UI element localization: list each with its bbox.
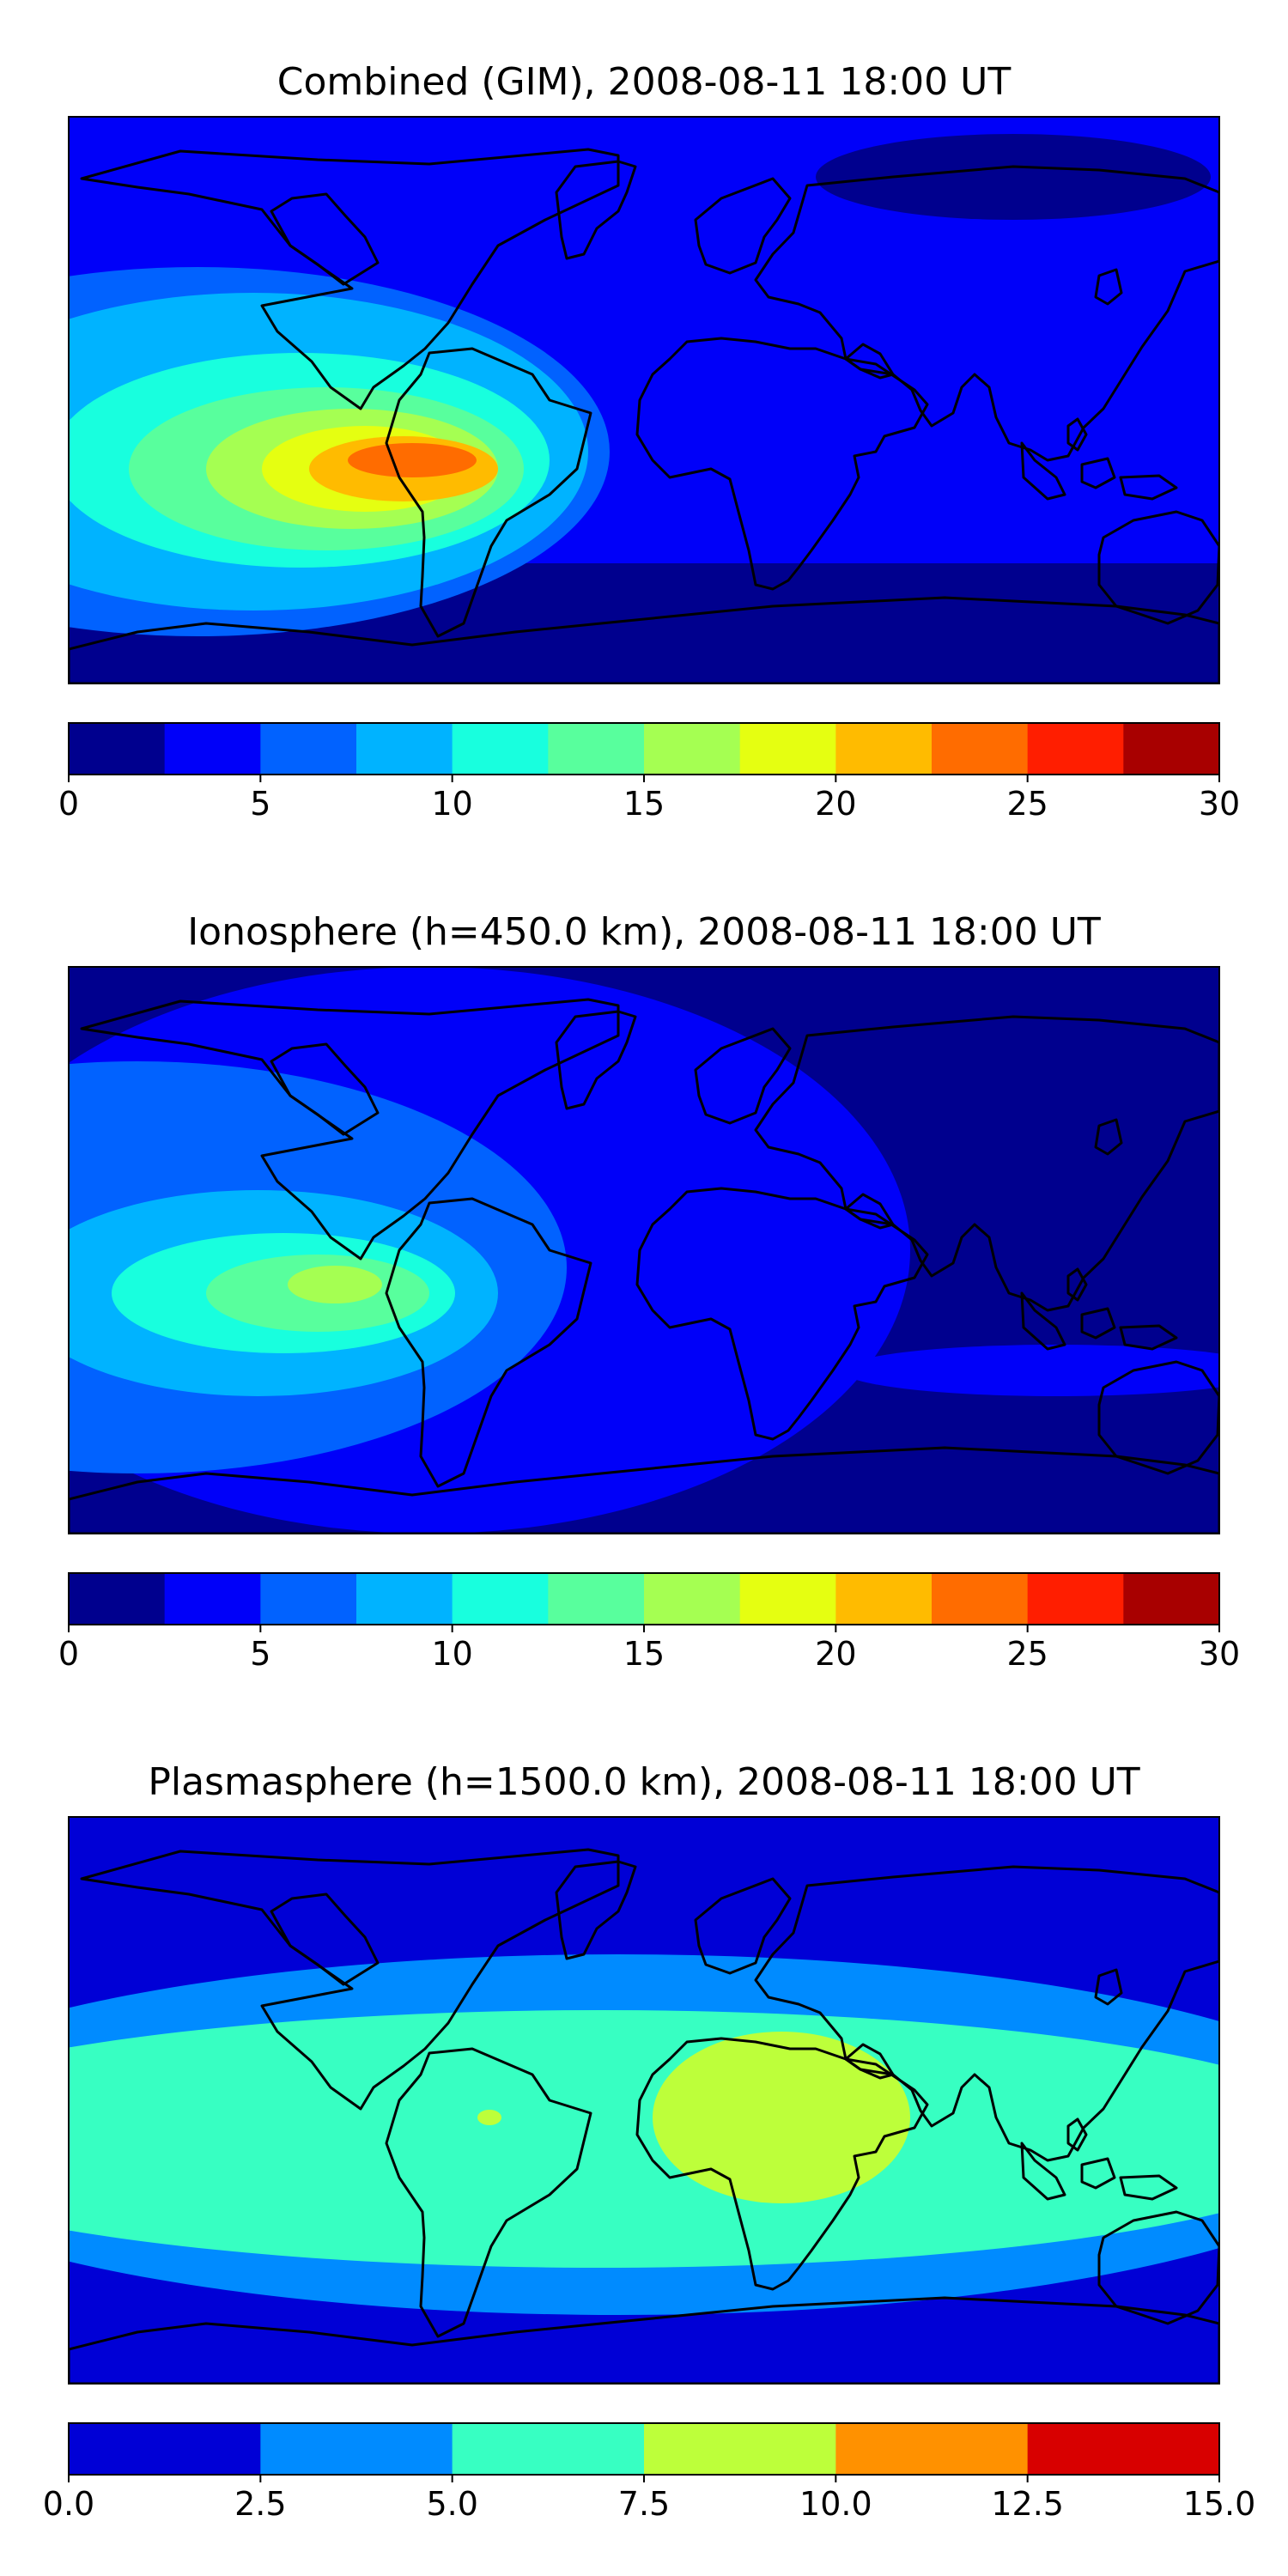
tec-map: [68, 966, 1220, 1534]
map-frame: [68, 1816, 1220, 2385]
colorbar-tick-label: 20: [815, 785, 856, 823]
colorbar-tick-label: 25: [1006, 1635, 1048, 1673]
colorbar-swatch: [932, 1573, 1029, 1625]
colorbar-tick-label: 10.0: [799, 2485, 872, 2523]
map-low-patch: [816, 134, 1211, 220]
colorbar-swatch: [835, 723, 933, 775]
colorbar-swatch: [548, 723, 645, 775]
contour-level: [69, 2010, 1219, 2268]
colorbar-swatch: [932, 723, 1029, 775]
colorbar-swatch: [164, 723, 261, 775]
colorbar-tick-label: 12.5: [991, 2485, 1064, 2523]
colorbar-swatch: [260, 2423, 453, 2475]
colorbar-swatch: [69, 723, 166, 775]
map-frame: [68, 966, 1220, 1534]
colorbar-tick-label: 15.0: [1183, 2485, 1256, 2523]
contour-level: [288, 1266, 382, 1303]
panel-title: Ionosphere (h=450.0 km), 2008-08-11 18:0…: [187, 910, 1101, 954]
colorbar-tick-label: 25: [1006, 785, 1048, 823]
colorbar-swatch: [739, 723, 836, 775]
colorbar-swatch: [452, 1573, 549, 1625]
colorbar-tick-label: 30: [1199, 1635, 1240, 1673]
colorbar-swatch: [356, 1573, 453, 1625]
colorbar-tick-label: 5: [250, 785, 270, 823]
map-frame: [68, 116, 1220, 684]
panel-3: Plasmasphere (h=1500.0 km), 2008-08-11 1…: [43, 1760, 1256, 2523]
panel-2: Ionosphere (h=450.0 km), 2008-08-11 18:0…: [58, 910, 1240, 1673]
colorbar-swatch: [164, 1573, 261, 1625]
colorbar-swatch: [452, 2423, 645, 2475]
colorbar-swatch: [548, 1573, 645, 1625]
colorbar: 0 5 10 15 20 25 30: [58, 722, 1240, 823]
colorbar-tick-label: 0: [58, 785, 79, 823]
colorbar-swatch: [260, 1573, 357, 1625]
colorbar-tick-label: 15: [623, 1635, 665, 1673]
colorbar-tick-label: 5: [250, 1635, 270, 1673]
colorbar-swatch: [69, 1573, 166, 1625]
colorbar-swatch: [739, 1573, 836, 1625]
colorbar-tick-label: 20: [815, 1635, 856, 1673]
colorbar-swatch: [260, 723, 357, 775]
colorbar-swatch: [69, 2423, 261, 2475]
contour-level: [348, 443, 477, 477]
contour-level: [477, 2110, 501, 2125]
map-mid-band: [841, 1345, 1219, 1396]
colorbar-tick-label: 0.0: [43, 2485, 94, 2523]
colorbar-swatch: [644, 2423, 836, 2475]
colorbar-swatch: [835, 1573, 933, 1625]
panel-title: Plasmasphere (h=1500.0 km), 2008-08-11 1…: [148, 1760, 1139, 1804]
colorbar-swatch: [452, 723, 549, 775]
colorbar-swatch: [835, 2423, 1029, 2475]
colorbar-swatch: [1123, 723, 1220, 775]
colorbar-swatch: [356, 723, 453, 775]
colorbar-tick-label: 7.5: [618, 2485, 670, 2523]
colorbar-tick-label: 15: [623, 785, 665, 823]
colorbar-tick-label: 5.0: [426, 2485, 477, 2523]
colorbar-tick-label: 0: [58, 1635, 79, 1673]
colorbar-tick-label: 2.5: [234, 2485, 286, 2523]
contour-level: [653, 2032, 910, 2203]
tec-map: [68, 1816, 1220, 2385]
colorbar-swatch: [1027, 723, 1124, 775]
colorbar-tick-label: 10: [431, 785, 472, 823]
panel-1: Combined (GIM), 2008-08-11 18:00 UT 0 5 10 1…: [58, 60, 1240, 823]
panel-title: Combined (GIM), 2008-08-11 18:00 UT: [277, 60, 1012, 104]
colorbar-swatch: [1027, 2423, 1220, 2475]
tec-map: [68, 116, 1220, 684]
colorbar-swatch: [1123, 1573, 1220, 1625]
colorbar-tick-label: 10: [431, 1635, 472, 1673]
colorbar-swatch: [1027, 1573, 1124, 1625]
colorbar: 0.0 2.5 5.0 7.5 10.0 12.5 15.0: [43, 2422, 1256, 2523]
colorbar-swatch: [644, 1573, 741, 1625]
colorbar-tick-label: 30: [1199, 785, 1240, 823]
colorbar-swatch: [644, 723, 741, 775]
colorbar: 0 5 10 15 20 25 30: [58, 1572, 1240, 1673]
